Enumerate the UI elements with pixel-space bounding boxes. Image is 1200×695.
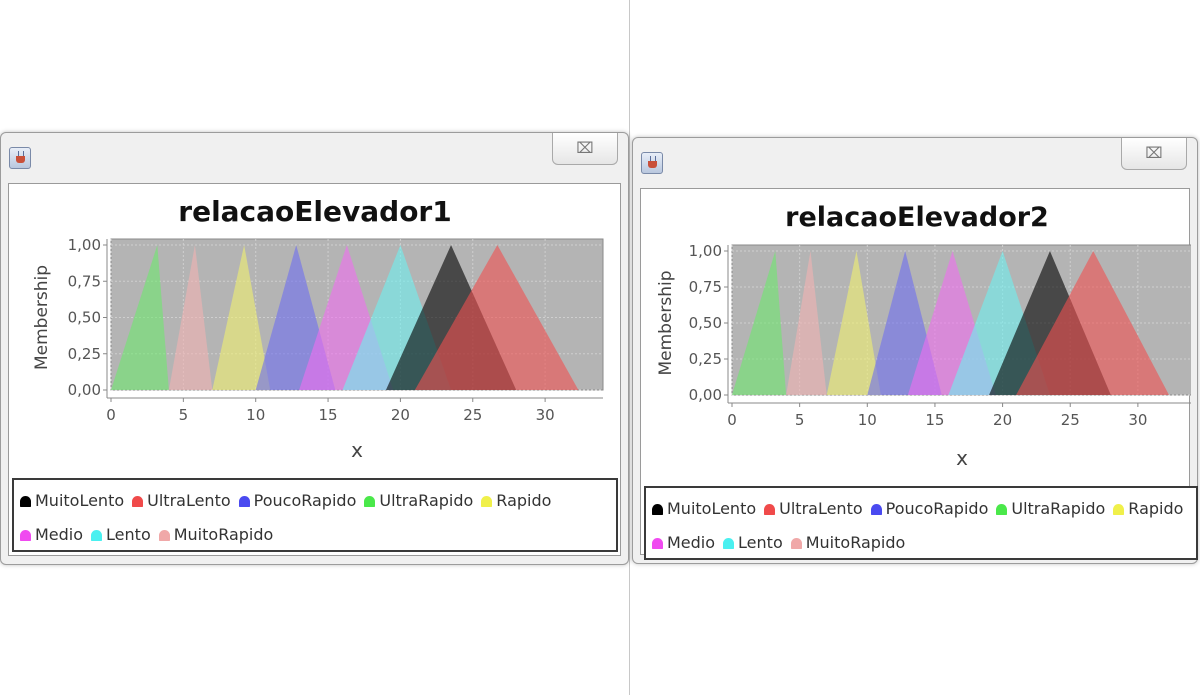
series-ultralento-area — [414, 245, 579, 390]
series-muitorapido-area — [786, 251, 827, 395]
x-tick-label: 20 — [993, 411, 1012, 429]
x-tick-label: 10 — [858, 411, 877, 429]
x-tick-label: 30 — [536, 406, 555, 424]
series-ultrarapido-area — [732, 251, 787, 395]
legend-item-medio: Medio — [20, 518, 83, 552]
x-tick-label: 30 — [1128, 411, 1147, 429]
chart-legend: MuitoLento UltraLento PoucoRapido UltraRapi… — [644, 486, 1198, 560]
legend-label: PoucoRapido — [253, 491, 357, 510]
series-rapido-area — [826, 251, 881, 395]
legend-label: Medio — [667, 533, 716, 552]
membership-chart: relacaoElevador2 0 5 10 15 20 25 30 0,00 0,25 0,50… — [656, 202, 1191, 470]
chart-window-2: ⌧ relacaoElevador2 0 5 10 15 20 25 30 0,00 0,25 0,… — [632, 137, 1198, 564]
x-axis-label: x — [351, 438, 363, 462]
series-ultralento-area — [1016, 251, 1169, 395]
legend-label: Medio — [35, 525, 84, 544]
series-ultrarapido-area — [111, 245, 169, 390]
y-axis-label: Membership — [32, 265, 52, 370]
legend-swatch — [652, 538, 663, 549]
legend-label: Rapido — [496, 491, 552, 510]
legend-swatch — [132, 496, 144, 507]
legend-item-medio: Medio — [652, 526, 715, 560]
legend-item-muitolento: MuitoLento — [20, 484, 124, 518]
legend-swatch — [20, 496, 31, 507]
y-tick-label: 0,00 — [68, 381, 101, 399]
legend-item-poucorapido: PoucoRapido — [870, 492, 989, 526]
close-button[interactable]: ⌧ — [552, 133, 618, 165]
legend-item-ultralento: UltraLento — [132, 484, 231, 518]
legend-swatch — [364, 496, 376, 507]
legend-label: Lento — [106, 525, 151, 544]
legend-label: MuitoLento — [35, 491, 125, 510]
legend-label: MuitoRapido — [173, 525, 274, 544]
legend-label: Rapido — [1128, 499, 1184, 518]
legend-swatch — [91, 530, 103, 541]
x-tick-label: 5 — [795, 411, 805, 429]
x-tick-label: 5 — [179, 406, 189, 424]
legend-label: UltraLento — [147, 491, 231, 510]
legend-swatch — [1113, 504, 1125, 515]
java-cup-icon[interactable] — [641, 152, 663, 174]
x-axis-label: x — [956, 446, 968, 470]
legend-item-ultralento: UltraLento — [764, 492, 863, 526]
legend-item-poucorapido: PoucoRapido — [238, 484, 357, 518]
y-tick-label: 1,00 — [68, 236, 101, 254]
x-tick-label: 15 — [319, 406, 338, 424]
y-tick-label: 0,75 — [689, 278, 722, 296]
legend-label: PoucoRapido — [885, 499, 989, 518]
y-tick-label: 0,50 — [68, 309, 101, 327]
membership-chart: relacaoElevador1 0 5 10 15 20 25 30 0,00 0,25 0,50… — [32, 195, 604, 462]
legend-swatch — [764, 504, 776, 515]
legend-label: UltraLento — [779, 499, 863, 518]
legend-swatch — [723, 538, 735, 549]
legend-swatch — [158, 530, 170, 541]
legend-item-lento: Lento — [723, 526, 783, 560]
legend-item-rapido: Rapido — [1113, 492, 1183, 526]
legend-label: MuitoRapido — [805, 533, 906, 552]
x-tick-label: 25 — [463, 406, 482, 424]
legend-swatch — [481, 496, 493, 507]
x-tick-label: 0 — [727, 411, 737, 429]
series-rapido-area — [212, 245, 271, 390]
screen-divider — [629, 0, 630, 695]
legend-item-rapido: Rapido — [481, 484, 551, 518]
legend-item-muitorapido: MuitoRapido — [158, 518, 274, 552]
legend-label: UltraRapido — [1011, 499, 1106, 518]
x-tick-label: 10 — [246, 406, 265, 424]
y-tick-label: 0,50 — [689, 314, 722, 332]
chart-window-1: ⌧ relacaoElevador1 0 5 10 15 20 25 30 0,00 0,25 0,… — [0, 132, 629, 565]
x-tick-label: 20 — [391, 406, 410, 424]
legend-swatch — [652, 504, 663, 515]
legend-swatch — [238, 496, 250, 507]
chart-title: relacaoElevador1 — [178, 195, 451, 228]
legend-item-lento: Lento — [91, 518, 151, 552]
legend-item-ultrarapido: UltraRapido — [996, 492, 1105, 526]
legend-swatch — [870, 504, 882, 515]
series-muitorapido-area — [168, 245, 213, 390]
y-tick-label: 0,75 — [68, 272, 101, 290]
java-cup-icon[interactable] — [9, 147, 31, 169]
legend-label: MuitoLento — [667, 499, 757, 518]
y-tick-label: 1,00 — [689, 242, 722, 260]
y-tick-label: 0,00 — [689, 386, 722, 404]
legend-item-ultrarapido: UltraRapido — [364, 484, 473, 518]
legend-item-muitolento: MuitoLento — [652, 492, 756, 526]
legend-swatch — [996, 504, 1008, 515]
chart-legend: MuitoLento UltraLento PoucoRapido UltraRapi… — [12, 478, 618, 552]
y-axis-label: Membership — [656, 270, 676, 375]
legend-label: UltraRapido — [379, 491, 474, 510]
chart-title: relacaoElevador2 — [785, 202, 1049, 233]
legend-item-muitorapido: MuitoRapido — [790, 526, 906, 560]
x-tick-label: 25 — [1061, 411, 1080, 429]
chart-panel: relacaoElevador1 0 5 10 15 20 25 30 0,00 0,25 0,50… — [8, 183, 621, 556]
legend-swatch — [790, 538, 802, 549]
chart-panel: relacaoElevador2 0 5 10 15 20 25 30 0,00 0,25 0,50… — [640, 188, 1198, 560]
legend-label: Lento — [738, 533, 783, 552]
y-tick-label: 0,25 — [689, 350, 722, 368]
x-tick-label: 15 — [925, 411, 944, 429]
y-tick-label: 0,25 — [68, 345, 101, 363]
x-tick-label: 0 — [106, 406, 116, 424]
legend-swatch — [20, 530, 31, 541]
close-button[interactable]: ⌧ — [1121, 138, 1187, 170]
